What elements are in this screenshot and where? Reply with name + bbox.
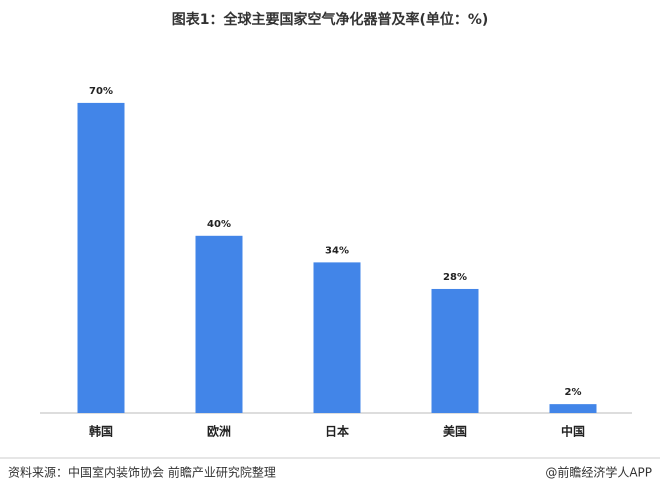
value-label: 70% bbox=[89, 86, 113, 97]
x-tick-label: 欧洲 bbox=[207, 424, 231, 439]
x-tick-label: 日本 bbox=[325, 424, 349, 439]
credit: @前瞻经济学人APP bbox=[545, 465, 652, 480]
x-tick-label: 中国 bbox=[561, 424, 585, 439]
bar bbox=[313, 262, 361, 413]
bar bbox=[549, 404, 597, 413]
value-label: 2% bbox=[565, 387, 582, 398]
source-note: 资料来源：中国室内装饰协会 前瞻产业研究院整理 bbox=[8, 465, 276, 480]
x-tick-label: 美国 bbox=[443, 424, 467, 439]
chart-title: 图表1：全球主要国家空气净化器普及率(单位：%) bbox=[172, 11, 489, 28]
value-label: 34% bbox=[325, 245, 349, 256]
x-tick-label: 韩国 bbox=[89, 424, 113, 439]
bar bbox=[431, 288, 479, 413]
value-label: 40% bbox=[207, 219, 231, 230]
value-label: 28% bbox=[443, 272, 467, 283]
bar bbox=[195, 235, 243, 413]
bar bbox=[77, 102, 125, 414]
